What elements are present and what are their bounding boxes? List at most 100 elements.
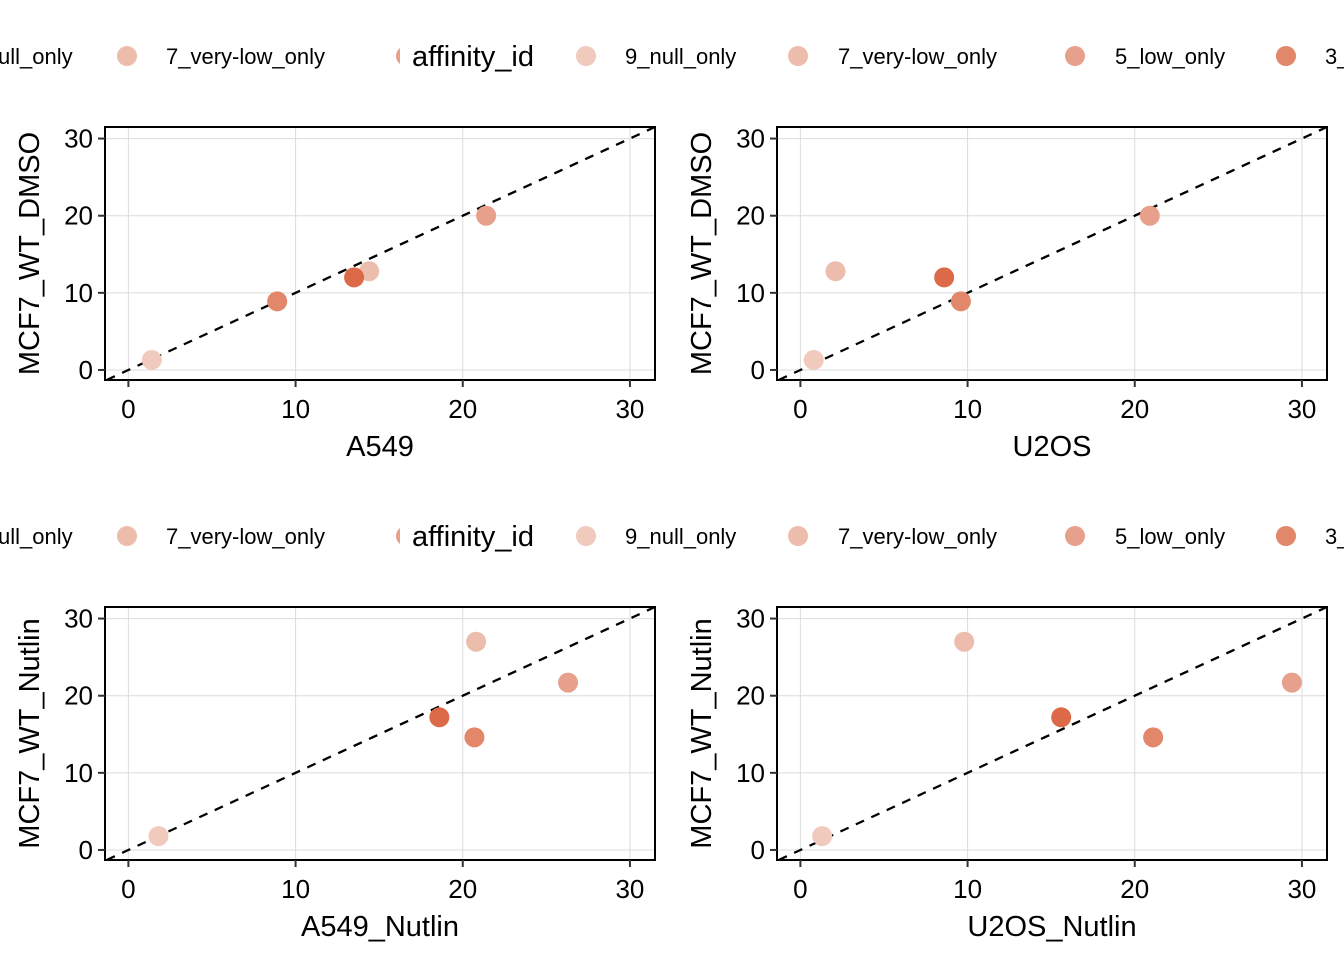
x-tick-label: 0 (793, 874, 807, 904)
data-point (429, 707, 450, 728)
data-point (464, 727, 485, 748)
legend-key (1276, 46, 1296, 66)
legend-key (1065, 526, 1085, 546)
data-point (148, 826, 169, 847)
x-tick-label: 20 (448, 394, 477, 424)
y-tick-label: 0 (79, 355, 93, 385)
x-tick-label: 30 (615, 394, 644, 424)
x-tick-label: 10 (953, 874, 982, 904)
x-tick-label: 0 (121, 394, 135, 424)
data-point (344, 267, 365, 288)
y-tick-label: 0 (79, 835, 93, 865)
data-point (803, 349, 824, 370)
identity-line (106, 607, 655, 860)
x-tick-label: 20 (1120, 874, 1149, 904)
data-point (1139, 205, 1160, 226)
y-tick-label: 10 (64, 278, 93, 308)
data-point (476, 205, 497, 226)
data-point (1281, 672, 1302, 693)
y-tick-label: 30 (64, 124, 93, 154)
y-tick-label: 20 (736, 201, 765, 231)
x-tick-label: 10 (281, 394, 310, 424)
data-point (1143, 727, 1164, 748)
x-axis-title: U2OS (1013, 431, 1092, 463)
x-axis-title: U2OS_Nutlin (967, 911, 1136, 943)
scatter-panel-1: 0 10 20 30 0 10 20 30 A549 MCF7_WT_DMSO (14, 124, 656, 463)
legend-key (1276, 526, 1296, 546)
y-axis-title: MCF7_WT_Nutlin (686, 618, 718, 848)
legend-title: affinity_id (412, 41, 534, 73)
legend-label: 5_low_only (1115, 524, 1225, 549)
legend-key (1065, 46, 1085, 66)
legend-label: 5_low_only (1115, 44, 1225, 69)
y-tick-label: 10 (736, 758, 765, 788)
identity-line (106, 127, 655, 380)
x-tick-label: 20 (448, 874, 477, 904)
y-tick-label: 10 (64, 758, 93, 788)
data-point (934, 267, 955, 288)
data-point (825, 261, 846, 282)
legend-key (117, 46, 137, 66)
data-point (267, 291, 288, 312)
y-axis-title: MCF7_WT_DMSO (14, 132, 46, 375)
scatter-panel-2: 0 10 20 30 0 10 20 30 U2OS MCF7_WT_DMSO (686, 124, 1328, 463)
legend-title: affinity_id (412, 521, 534, 553)
x-axis-title: A549_Nutlin (301, 911, 459, 943)
panel-border (104, 606, 656, 861)
data-point (950, 291, 971, 312)
panel-border (776, 606, 1328, 861)
legend-key (117, 526, 137, 546)
legend-label: 3_ (1325, 44, 1344, 69)
legend-label: 7_very-low_only (838, 44, 997, 69)
legend-label: 9_null_only (625, 524, 736, 549)
data-point (1051, 707, 1072, 728)
y-tick-label: 30 (736, 124, 765, 154)
y-tick-label: 10 (736, 278, 765, 308)
legend-label: ull_only (0, 524, 73, 549)
y-tick-label: 0 (751, 835, 765, 865)
legend-label: 3_ (1325, 524, 1344, 549)
y-tick-label: 20 (736, 681, 765, 711)
y-tick-label: 30 (736, 604, 765, 634)
legend-key (788, 46, 808, 66)
x-tick-label: 10 (281, 874, 310, 904)
x-tick-label: 20 (1120, 394, 1149, 424)
data-point (954, 631, 975, 652)
scatter-panel-3: 0 10 20 30 0 10 20 30 A549_Nutlin MCF7_WT_Nutlin (14, 604, 656, 943)
identity-line (778, 607, 1327, 860)
y-tick-label: 30 (64, 604, 93, 634)
x-tick-label: 30 (615, 874, 644, 904)
legend-key (396, 48, 400, 64)
y-tick-label: 20 (64, 201, 93, 231)
identity-line (778, 127, 1327, 380)
legend-label: 7_very-low_only (838, 524, 997, 549)
legend-label: 7_very-low_only (166, 524, 325, 549)
x-axis-title: A549 (346, 431, 414, 463)
data-point (812, 826, 833, 847)
legend-row-2: ull_only 7_very-low_only affinity_id 9_null… (0, 521, 1344, 553)
y-tick-label: 20 (64, 681, 93, 711)
x-tick-label: 30 (1287, 394, 1316, 424)
scatter-panel-4: 0 10 20 30 0 10 20 30 U2OS_Nutlin MCF7_WT_Nutlin (686, 604, 1328, 943)
y-axis-title: MCF7_WT_Nutlin (14, 618, 46, 848)
legend-key (788, 526, 808, 546)
x-tick-label: 0 (121, 874, 135, 904)
legend-key (576, 526, 596, 546)
panel-border (104, 126, 656, 381)
x-tick-label: 0 (793, 394, 807, 424)
x-tick-label: 30 (1287, 874, 1316, 904)
panel-border (776, 126, 1328, 381)
legend-key (395, 528, 400, 544)
data-point (359, 261, 380, 282)
legend-row-1: ull_only 7_very-low_only affinity_id 9_null… (0, 41, 1344, 73)
legend-key (576, 46, 596, 66)
legend-label: 7_very-low_only (166, 44, 325, 69)
data-point (558, 672, 579, 693)
data-point (141, 349, 162, 370)
legend-label: 9_null_only (625, 44, 736, 69)
legend-label: ull_only (0, 44, 73, 69)
data-point (466, 631, 487, 652)
y-tick-label: 0 (751, 355, 765, 385)
x-tick-label: 10 (953, 394, 982, 424)
